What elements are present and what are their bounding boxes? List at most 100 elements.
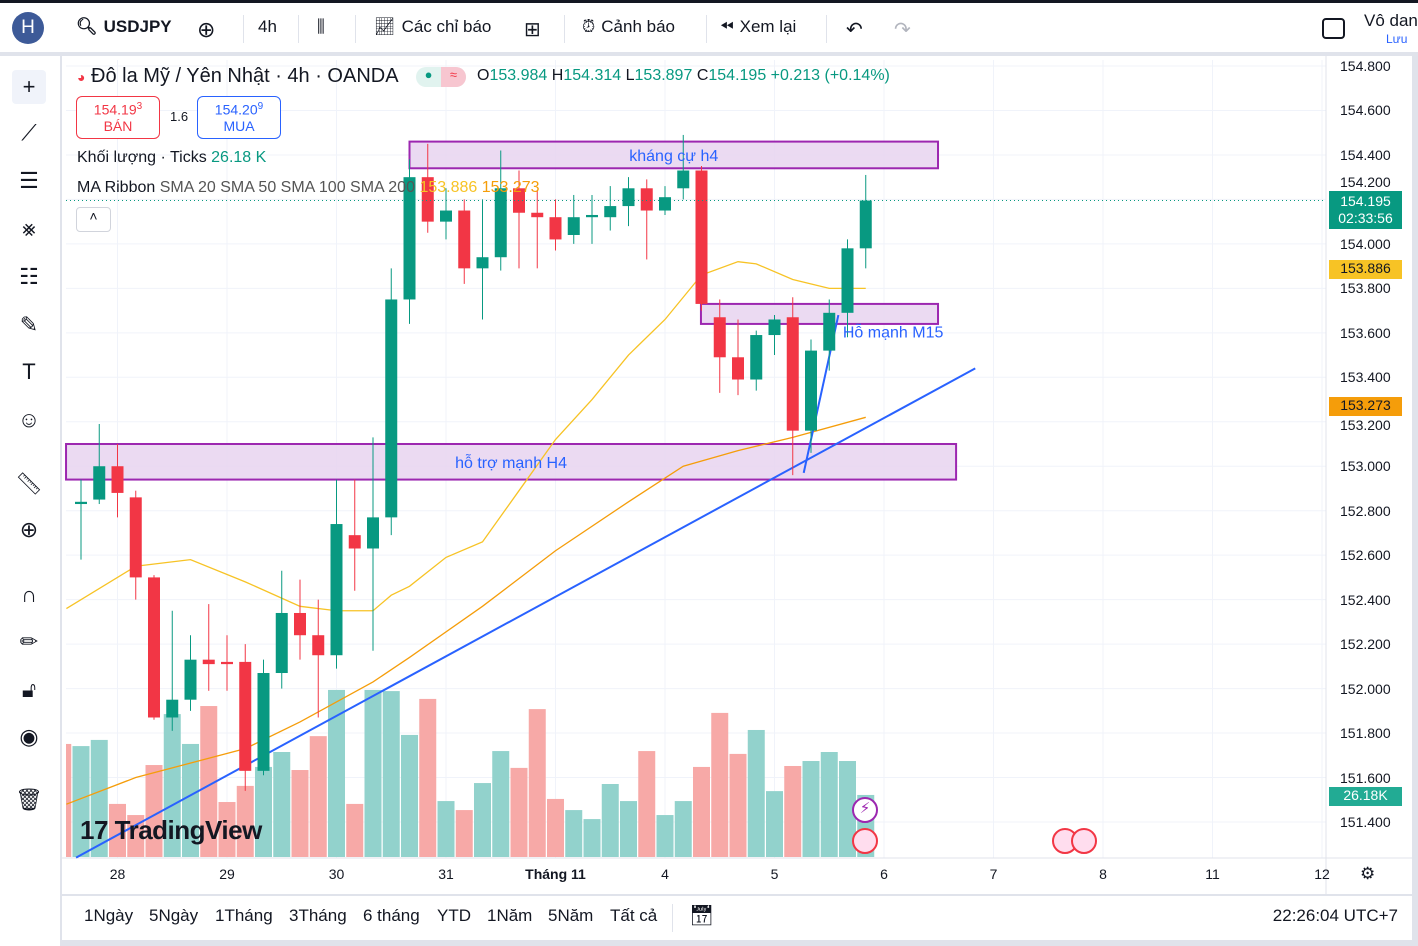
market-status[interactable]: ● ≈ bbox=[416, 67, 466, 87]
brush-icon[interactable]: ✎ bbox=[19, 312, 39, 337]
layouts-button[interactable]: ⊞ bbox=[524, 17, 541, 42]
us-event-flag-icon[interactable] bbox=[1071, 828, 1097, 854]
chevron-up-icon: ˄ bbox=[89, 208, 98, 224]
avatar-letter: H bbox=[21, 17, 35, 38]
go-to-date-icon[interactable]: 📅︎ bbox=[689, 905, 715, 927]
candle-body bbox=[348, 535, 361, 549]
redo-icon: ↷ bbox=[894, 19, 911, 41]
price-axis-label: 154.600 bbox=[1340, 102, 1391, 119]
range-all[interactable]: Tất cả bbox=[610, 906, 658, 925]
volume-bar bbox=[291, 770, 309, 857]
range-1y[interactable]: 1Năm bbox=[487, 906, 533, 925]
open-value: 153.984 bbox=[489, 67, 548, 84]
candle-body bbox=[841, 248, 854, 313]
range-1d[interactable]: 1Ngày bbox=[84, 906, 134, 925]
range-5y[interactable]: 5Năm bbox=[548, 906, 594, 925]
volume-bar bbox=[328, 689, 345, 857]
candle-body bbox=[275, 612, 288, 674]
buy-price-pip: 9 bbox=[257, 101, 264, 112]
avatar[interactable]: H bbox=[12, 12, 44, 44]
unlock-icon[interactable]: 🔓︎ bbox=[21, 677, 37, 702]
ma-label: MA Ribbon bbox=[77, 179, 156, 196]
fib-lines-icon[interactable]: ☰ bbox=[19, 168, 39, 193]
symbol-legend: ◕ Đô la Mỹ / Yên Nhật · 4h · OANDA bbox=[77, 65, 399, 88]
chart-type-button[interactable]: ⫼ bbox=[317, 17, 325, 37]
candle-body bbox=[732, 357, 744, 380]
tradingview-logo: 17 TradingView bbox=[80, 815, 262, 845]
undo-button[interactable]: ↶ bbox=[846, 17, 863, 42]
range-ytd[interactable]: YTD bbox=[437, 906, 471, 925]
replay-button[interactable]: ⏪︎ Xem lại bbox=[720, 17, 796, 37]
us-event-flag-icon[interactable] bbox=[852, 828, 878, 854]
zone-label: kháng cự h4 bbox=[629, 148, 718, 165]
annotation-label: Hỗ mạnh M15 bbox=[843, 322, 944, 341]
trendline-icon[interactable]: ⟋ bbox=[21, 120, 37, 145]
symbol-title[interactable]: Đô la Mỹ / Yên Nhật · 4h · OANDA bbox=[91, 65, 399, 87]
volume-badge: 26.18K bbox=[1329, 787, 1402, 806]
crosshair-icon[interactable]: + bbox=[12, 70, 46, 104]
candle-body bbox=[622, 188, 635, 207]
symbol-label: USDJPY bbox=[103, 17, 172, 36]
sell-button[interactable]: 154.193 BÁN bbox=[76, 96, 160, 139]
pattern-icon[interactable]: ⨳ bbox=[22, 216, 36, 241]
interval-button[interactable]: 4h bbox=[258, 17, 277, 37]
volume-bar bbox=[510, 767, 528, 857]
text-icon[interactable]: T bbox=[22, 359, 36, 384]
undo-icon: ↶ bbox=[846, 19, 863, 41]
ma50-value: 153.273 bbox=[481, 179, 540, 196]
volume-legend[interactable]: Khối lượng · Ticks 26.18 K bbox=[77, 149, 266, 167]
forecast-icon[interactable]: ☷ bbox=[19, 264, 39, 289]
trash-icon[interactable]: 🗑︎ bbox=[15, 787, 43, 812]
drawing-toolbar: + ⟋ ☰ ⨳ ☷ ✎ T ☺ 📏︎ ⊕ ∩ ✏ 🔓︎ ◉ 🗑︎ bbox=[0, 56, 60, 946]
time-axis-label: 28 bbox=[109, 866, 126, 882]
plus-circle-icon: ⊕ bbox=[197, 17, 216, 42]
ma-ribbon-legend[interactable]: MA Ribbon SMA 20 SMA 50 SMA 100 SMA 200 … bbox=[77, 179, 540, 197]
ruler-icon[interactable]: 📏︎ bbox=[15, 471, 43, 496]
volume-label: Khối lượng · Ticks bbox=[77, 149, 207, 166]
candle-body bbox=[294, 612, 306, 636]
eye-icon[interactable]: ◉ bbox=[19, 724, 39, 749]
collapse-legend-button[interactable]: ˄ bbox=[76, 207, 111, 232]
bar-countdown: 02:33:56 bbox=[1338, 210, 1393, 226]
time-axis-label: Tháng 11 bbox=[525, 866, 586, 882]
magnet-icon[interactable]: ∩ bbox=[21, 582, 37, 607]
indicators-label: Các chỉ báo bbox=[401, 17, 492, 36]
volume-bar bbox=[565, 810, 583, 857]
layout-name[interactable]: Vô dan bbox=[1364, 11, 1418, 30]
volume-bar bbox=[382, 691, 400, 857]
candle-body bbox=[586, 214, 598, 218]
volume-value: 26.18 K bbox=[211, 149, 267, 166]
save-button[interactable]: Lưu bbox=[1386, 32, 1408, 46]
emoji-icon[interactable]: ☺ bbox=[17, 407, 41, 432]
redo-button[interactable]: ↷ bbox=[894, 17, 911, 42]
buy-button[interactable]: 154.209 MUA bbox=[197, 96, 281, 139]
candle-body bbox=[750, 335, 763, 380]
fullscreen-checkbox[interactable] bbox=[1322, 18, 1345, 39]
volume-bar bbox=[802, 761, 820, 857]
price-axis-label: 153.000 bbox=[1340, 458, 1391, 475]
spread-value: 1.6 bbox=[170, 109, 189, 124]
clock[interactable]: 22:26:04 UTC+7 bbox=[1272, 906, 1398, 925]
candle-body bbox=[805, 350, 817, 431]
symbol-search-button[interactable]: 🔍︎ USDJPY bbox=[76, 17, 172, 37]
compare-symbol-button[interactable]: ⊕ bbox=[197, 17, 215, 43]
lightning-event-icon[interactable]: ⚡︎ bbox=[852, 797, 878, 823]
range-5d[interactable]: 5Ngày bbox=[149, 906, 199, 925]
top-toolbar: H 🔍︎ USDJPY ⊕ 4h ⫼ 📈︎ Các chỉ báo ⊞ ⏰︎ Cảnh… bbox=[0, 0, 1418, 52]
axis-settings-icon[interactable]: ⚙ bbox=[1360, 864, 1376, 883]
zoom-in-icon[interactable]: ⊕ bbox=[19, 517, 39, 542]
volume-bar bbox=[638, 751, 656, 857]
candle-body bbox=[440, 210, 452, 222]
lock-drawing-icon[interactable]: ✏ bbox=[19, 629, 39, 654]
range-6m[interactable]: 6 tháng bbox=[363, 906, 420, 925]
last-price-badge: 154.195 02:33:56 bbox=[1329, 191, 1402, 229]
last-price: 154.195 bbox=[1340, 193, 1391, 209]
indicators-button[interactable]: 📈︎ Các chỉ báo bbox=[374, 17, 491, 37]
candle-body bbox=[494, 188, 507, 258]
candle-body bbox=[786, 317, 799, 431]
alerts-button[interactable]: ⏰︎ Cảnh báo bbox=[582, 17, 675, 37]
volume-bar bbox=[218, 802, 236, 857]
range-1m[interactable]: 1Tháng bbox=[215, 906, 273, 925]
range-3m[interactable]: 3Tháng bbox=[289, 906, 347, 925]
